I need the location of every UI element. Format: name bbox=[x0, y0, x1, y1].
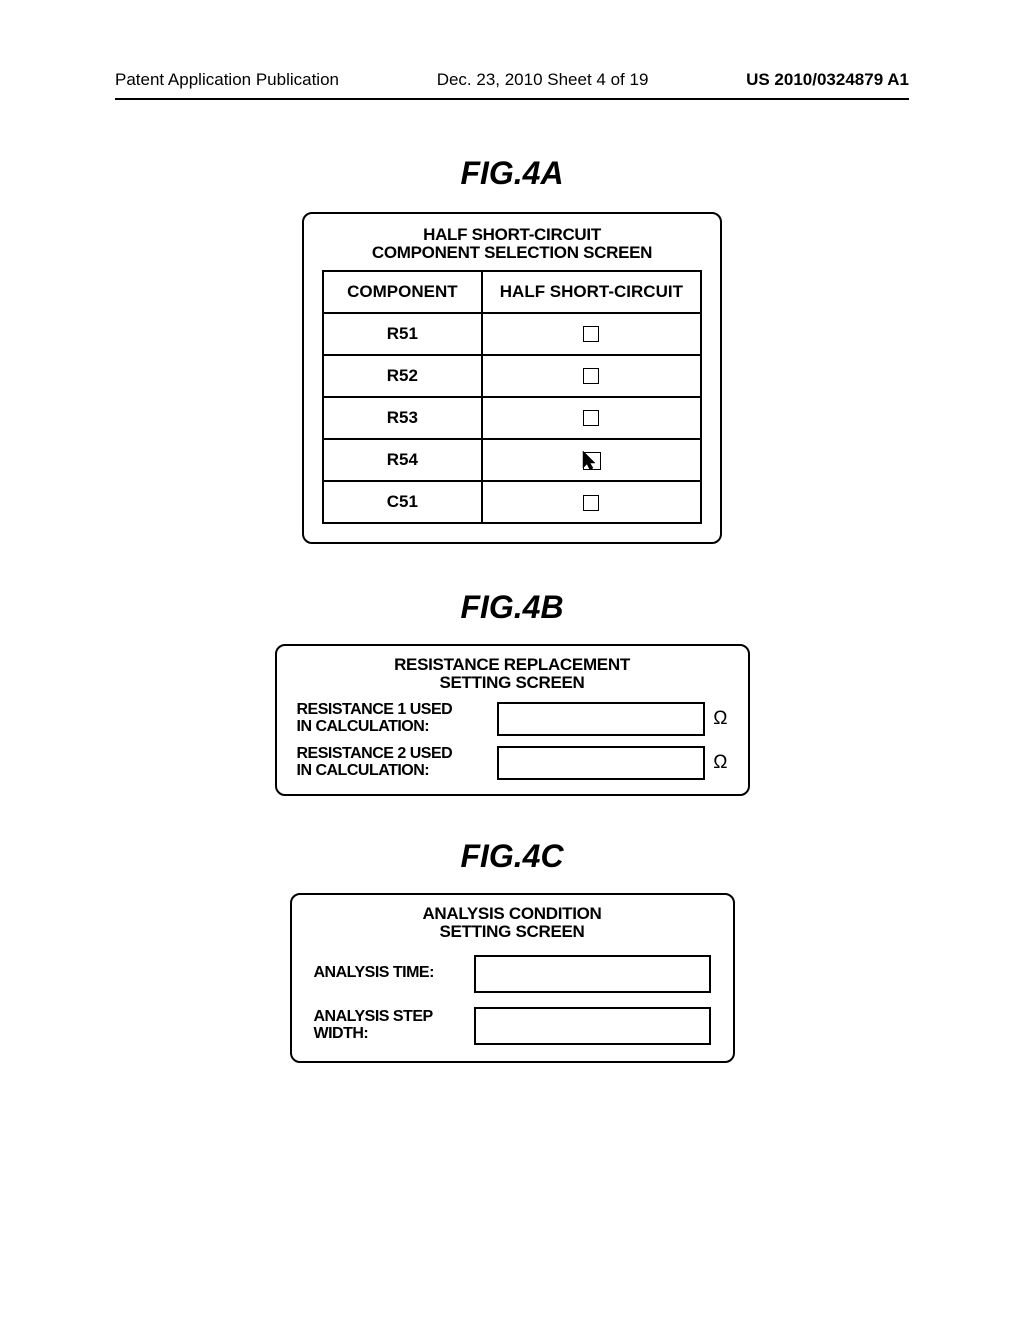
header-publication: Patent Application Publication bbox=[115, 70, 339, 90]
table-header-row: COMPONENT HALF SHORT-CIRCUIT bbox=[323, 271, 701, 313]
analysis-step-label-line2: WIDTH: bbox=[314, 1025, 369, 1042]
cursor-icon bbox=[577, 448, 603, 474]
fig4c-heading-line2: SETTING SCREEN bbox=[439, 922, 584, 941]
table-row: R53 bbox=[323, 397, 701, 439]
analysis-step-label-line1: ANALYSIS STEP bbox=[314, 1008, 433, 1025]
analysis-condition-panel: ANALYSIS CONDITION SETTING SCREEN ANALYS… bbox=[290, 893, 735, 1063]
resistance2-row: RESISTANCE 2 USED IN CALCULATION: Ω bbox=[297, 746, 728, 780]
resistance2-label-line2: IN CALCULATION: bbox=[297, 762, 430, 779]
fig4a-panel-heading: HALF SHORT-CIRCUIT COMPONENT SELECTION S… bbox=[322, 226, 702, 262]
component-selection-panel: HALF SHORT-CIRCUIT COMPONENT SELECTION S… bbox=[302, 212, 722, 544]
component-cell: R53 bbox=[323, 397, 482, 439]
checkbox-cell bbox=[482, 355, 701, 397]
resistance1-input[interactable] bbox=[497, 702, 706, 736]
ohm-unit: Ω bbox=[713, 708, 727, 730]
fig4a-title: FIG.4A bbox=[115, 155, 909, 192]
resistance2-label: RESISTANCE 2 USED IN CALCULATION: bbox=[297, 746, 497, 780]
analysis-step-row: ANALYSIS STEP WIDTH: bbox=[314, 1007, 711, 1045]
col-header-component: COMPONENT bbox=[323, 271, 482, 313]
fig4b-title: FIG.4B bbox=[115, 589, 909, 626]
fig4b-heading-line2: SETTING SCREEN bbox=[439, 673, 584, 692]
table-row: R51 bbox=[323, 313, 701, 355]
resistance1-row: RESISTANCE 1 USED IN CALCULATION: Ω bbox=[297, 702, 728, 736]
component-cell: R51 bbox=[323, 313, 482, 355]
table-row: C51 bbox=[323, 481, 701, 523]
resistance1-label-line2: IN CALCULATION: bbox=[297, 718, 430, 735]
analysis-time-label: ANALYSIS TIME: bbox=[314, 965, 474, 982]
fig4a-heading-line1: HALF SHORT-CIRCUIT bbox=[423, 225, 601, 244]
resistance-replacement-panel: RESISTANCE REPLACEMENT SETTING SCREEN RE… bbox=[275, 644, 750, 796]
resistance1-label-line1: RESISTANCE 1 USED bbox=[297, 701, 453, 718]
checkbox-cell bbox=[482, 439, 701, 482]
checkbox-cell bbox=[482, 313, 701, 355]
page-content: FIG.4A HALF SHORT-CIRCUIT COMPONENT SELE… bbox=[0, 155, 1024, 1063]
fig4a-heading-line2: COMPONENT SELECTION SCREEN bbox=[372, 243, 652, 262]
checkbox-c51[interactable] bbox=[583, 495, 599, 511]
checkbox-r53[interactable] bbox=[583, 410, 599, 426]
table-row: R54 bbox=[323, 439, 701, 482]
fig4c-title: FIG.4C bbox=[115, 838, 909, 875]
analysis-time-input[interactable] bbox=[474, 955, 711, 993]
component-selection-table: COMPONENT HALF SHORT-CIRCUIT R51 R52 R53 bbox=[322, 270, 702, 525]
table-row: R52 bbox=[323, 355, 701, 397]
checkbox-cell bbox=[482, 397, 701, 439]
header-date-sheet: Dec. 23, 2010 Sheet 4 of 19 bbox=[437, 70, 649, 90]
header-divider bbox=[115, 98, 909, 100]
analysis-step-label: ANALYSIS STEP WIDTH: bbox=[314, 1009, 474, 1043]
ohm-unit: Ω bbox=[713, 752, 727, 774]
resistance1-label: RESISTANCE 1 USED IN CALCULATION: bbox=[297, 702, 497, 736]
checkbox-r54-with-cursor[interactable] bbox=[581, 450, 601, 470]
page-header: Patent Application Publication Dec. 23, … bbox=[0, 0, 1024, 90]
fig4b-panel-heading: RESISTANCE REPLACEMENT SETTING SCREEN bbox=[297, 656, 728, 692]
fig4c-panel-heading: ANALYSIS CONDITION SETTING SCREEN bbox=[314, 905, 711, 941]
checkbox-r51[interactable] bbox=[583, 326, 599, 342]
checkbox-cell bbox=[482, 481, 701, 523]
component-cell: R54 bbox=[323, 439, 482, 482]
resistance2-label-line1: RESISTANCE 2 USED bbox=[297, 745, 453, 762]
analysis-time-row: ANALYSIS TIME: bbox=[314, 955, 711, 993]
component-cell: R52 bbox=[323, 355, 482, 397]
resistance2-input[interactable] bbox=[497, 746, 706, 780]
analysis-step-input[interactable] bbox=[474, 1007, 711, 1045]
header-patent-number: US 2010/0324879 A1 bbox=[746, 70, 909, 90]
col-header-half-short-circuit: HALF SHORT-CIRCUIT bbox=[482, 271, 701, 313]
fig4b-heading-line1: RESISTANCE REPLACEMENT bbox=[394, 655, 630, 674]
fig4c-heading-line1: ANALYSIS CONDITION bbox=[422, 904, 601, 923]
checkbox-r52[interactable] bbox=[583, 368, 599, 384]
component-cell: C51 bbox=[323, 481, 482, 523]
